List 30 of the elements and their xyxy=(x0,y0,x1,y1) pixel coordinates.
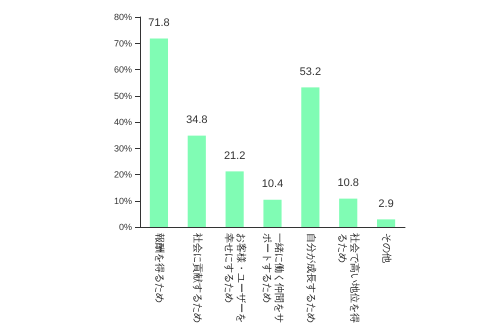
y-tick-label: 70% xyxy=(114,38,132,48)
data-label: 34.8 xyxy=(186,114,208,126)
y-tick-label: 80% xyxy=(114,12,132,22)
data-label: 53.2 xyxy=(300,66,322,78)
bar xyxy=(150,38,168,227)
x-tick-label: 社会で高い地位を得るため xyxy=(336,233,361,323)
bar xyxy=(301,87,320,227)
data-label: 10.4 xyxy=(262,178,284,190)
bar xyxy=(226,171,244,227)
x-tick-label: 社会に貢献するため xyxy=(191,233,204,323)
y-tick-label: 60% xyxy=(114,64,132,74)
y-tick-label: 10% xyxy=(114,196,132,206)
bar xyxy=(339,198,358,227)
x-tick-label: その他 xyxy=(380,233,393,263)
y-tick-label: 40% xyxy=(114,117,132,127)
data-label: 10.8 xyxy=(338,177,359,190)
bar xyxy=(263,200,282,227)
bar xyxy=(376,219,396,227)
x-tick-label: 自分が成長するため xyxy=(304,233,317,323)
x-tick-label: 一緒に働く仲間をサポートするため xyxy=(261,233,285,323)
x-tick-label: お客様・ユーザーを幸せにするため xyxy=(223,233,248,323)
y-tick-label: 0% xyxy=(118,222,132,232)
y-tick-label: 50% xyxy=(114,90,132,101)
y-tick-label: 30% xyxy=(114,143,132,154)
bar xyxy=(188,136,206,227)
y-tick-label: 20% xyxy=(114,170,132,180)
data-label: 2.9 xyxy=(378,198,394,210)
x-tick-label: 報酬を得るため xyxy=(153,233,166,303)
data-label: 21.2 xyxy=(224,150,246,162)
data-label: 71.8 xyxy=(148,17,170,30)
